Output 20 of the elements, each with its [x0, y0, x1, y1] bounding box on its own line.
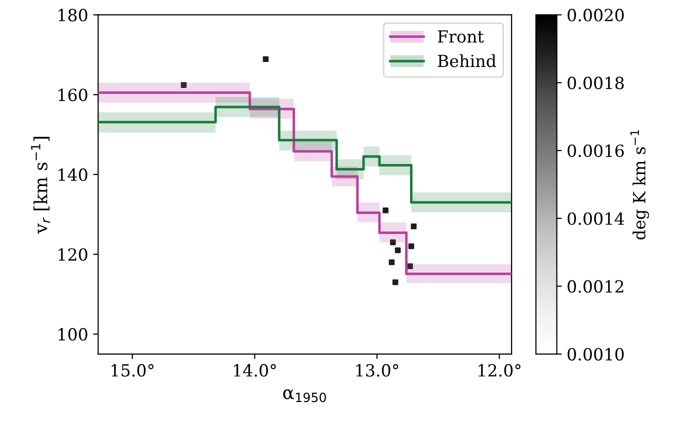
x-tick-label: 15.0° — [112, 364, 154, 377]
color-bar-label: 0.0020 — [568, 8, 624, 22]
color-bar-label: 0.0010 — [568, 348, 624, 361]
y-tick-label: 180 — [58, 8, 88, 22]
color-bar-label: 0.0012 — [568, 280, 624, 293]
y-tick-label: 140 — [58, 168, 88, 182]
color-bar-label: 0.0014 — [568, 212, 624, 225]
x-tick-label: 13.0° — [356, 364, 398, 377]
color-bar-title: deg K km s$^{−1}$ — [630, 130, 649, 240]
y-tick-label: 160 — [58, 88, 88, 102]
color-bar-label: 0.0016 — [568, 144, 624, 158]
legend-label: Behind — [438, 54, 496, 68]
color-bar-label: 0.0018 — [568, 76, 624, 90]
y-tick-label: 100 — [58, 328, 88, 341]
x-axis-title: α$_{1950}$ — [283, 389, 326, 402]
x-tick-label: 12.0° — [478, 364, 520, 377]
y-tick-label: 120 — [58, 248, 88, 261]
legend-label: Front — [438, 30, 484, 43]
x-tick-label: 14.0° — [234, 364, 276, 377]
y-axis-title: v$_{r}$ [km s$^{−1}$] — [31, 136, 50, 234]
